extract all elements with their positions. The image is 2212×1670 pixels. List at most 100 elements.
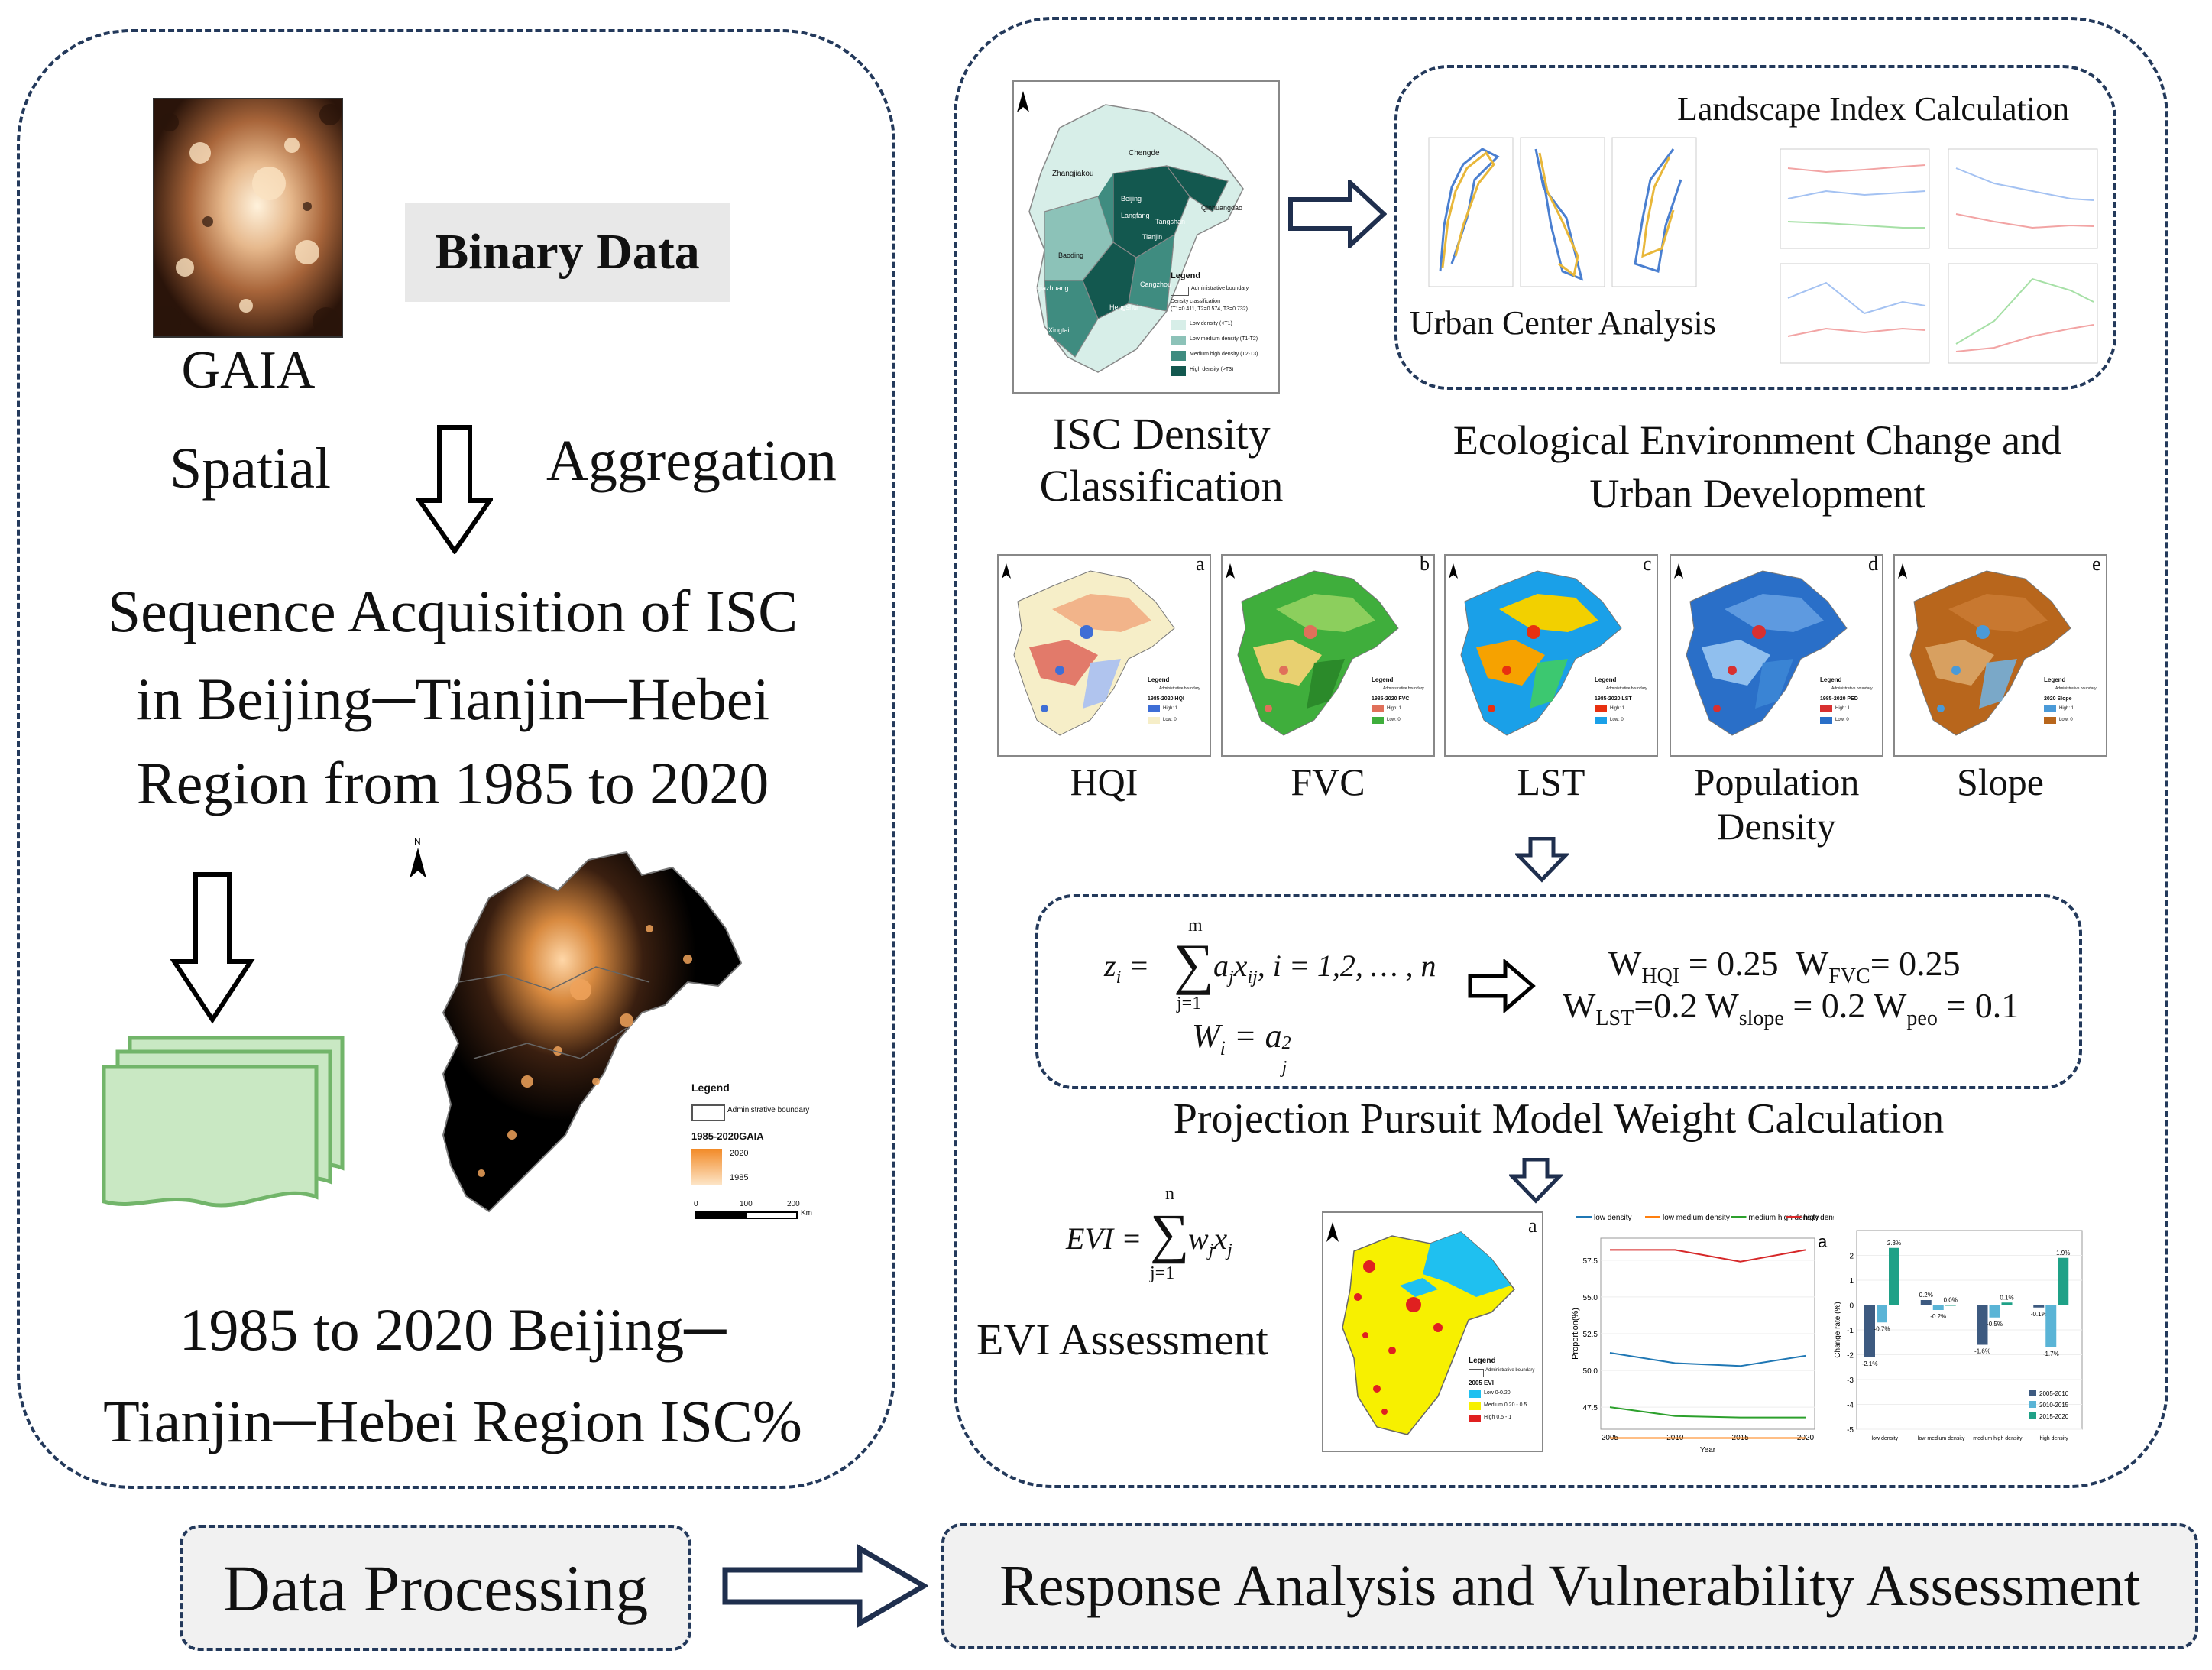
legend-boundary-label: Administrative boundary [727,1106,810,1114]
map-legend-title: Legend [691,1081,730,1094]
y-tick-label: 52.5 [1583,1331,1598,1339]
sequence-line-1: Sequence Acquisition of ISC [107,578,798,644]
city-qinhuangdao: Qinhuangdao [1201,204,1243,212]
bar-label: 0.1% [2000,1294,2013,1301]
legend-label: low density [1594,1214,1631,1222]
indicator-legend-title: Legend [1820,676,1842,683]
bar [1877,1305,1887,1323]
weights-line-1: WHQI = 0.25 WFVC= 0.25 [1608,944,1961,989]
category-label: low medium density [1918,1436,1965,1441]
y-tick-label: 57.5 [1583,1257,1598,1266]
indicator-legend-layer: 2020 Slope [2044,696,2072,702]
indicator-legend-swatch [2044,717,2056,724]
bar [1945,1305,1956,1306]
bar-label: 1.9% [2056,1250,2070,1257]
isc-region-map: N Legend Administrative boundary 1985-20… [397,829,825,1257]
indicator-legend-swatch [1372,717,1384,724]
indicator-legend-swatch [1595,717,1607,724]
isc-density-label-1: ISC Density [1052,409,1271,459]
evi-boundary-label: Administrative boundary [1485,1368,1535,1373]
data-stack-icon [102,1036,345,1208]
y-tick-label: -5 [1847,1426,1854,1435]
city-cangzhou: Cangzhou [1140,280,1172,288]
legend-swatch [2029,1401,2036,1408]
city-handan: Handan [1044,357,1069,365]
indicator-legend-swatch [1820,705,1832,712]
indicator-map-lst: c Legend Administrative boundary 1985-2020 … [1444,553,1658,757]
indicator-letter: d [1868,553,1878,575]
down-arrow-icon [416,425,493,554]
y-tick-label: -4 [1847,1402,1854,1410]
bar [1932,1305,1944,1310]
indicator-legend-layer: 1985-2020 LST [1595,696,1632,702]
evi-class-swatch [1469,1390,1481,1398]
indicator-legend-boundary: Administrative boundary [2055,686,2097,691]
bar [1889,1247,1899,1305]
bar-label: -0.5% [1987,1321,2003,1328]
evi-assessment-label: EVI Assessment [976,1315,1268,1364]
legend-label: low medium density [1663,1214,1730,1222]
indicator-legend-boundary: Administrative boundary [1159,686,1200,691]
isc-density-label-2: Classification [1039,461,1284,511]
city-chengde: Chengde [1129,149,1160,157]
right-arrow-icon [1468,959,1536,1013]
y-tick-label: 0 [1849,1302,1854,1311]
bar [2058,1257,2069,1305]
city-xingtai: Xingtai [1048,326,1070,334]
scale-unit: Km [801,1209,812,1218]
binary-data-label: Binary Data [435,224,700,280]
isc-class-label: Low medium density (T1-T2) [1190,336,1258,342]
evi-change-rate-bar-chart: 2 1 0 -1 -2 -3 -4 -5 Change rate (%) low density -… [1834,1230,2083,1441]
bar-label: -0.2% [1930,1313,1946,1320]
indicator-label: Slope [1957,760,2044,803]
y-tick-label: -2 [1847,1352,1854,1360]
indicator-legend-high: High: 1 [1835,706,1851,711]
isc-class-label: High density (>T3) [1190,367,1234,372]
y-tick-label: -3 [1847,1377,1854,1385]
indicator-letter: e [2092,553,2101,575]
y-tick-label: 1 [1849,1277,1854,1286]
evi-class-swatch [1469,1402,1481,1410]
city-shijiazhuang: Shijiazhuang [1029,284,1069,292]
isc-boundary-swatch [1171,287,1189,296]
city-tangshan: Tangshan [1155,218,1186,225]
aggregation-label: Aggregation [546,429,837,493]
indicator-legend-high: High: 1 [1387,706,1402,711]
indicator-map-fvc: b Legend Administrative boundary 1985-2020 … [1221,553,1435,757]
down-arrow-icon [1509,1158,1563,1204]
city-tianjin: Tianjin [1142,233,1163,241]
y-tick-label: -1 [1847,1327,1854,1335]
sequence-line-2: in Beijing─Tianjin─Hebei [135,666,770,732]
weights-line-2: WLST=0.2 Wslope = 0.2 Wpeo = 0.1 [1563,986,2019,1031]
indicator-legend-high: High: 1 [1610,706,1625,711]
down-arrow-icon [1515,837,1569,883]
spatial-label: Spatial [170,436,332,501]
svg-text:N: N [414,837,421,847]
indicator-legend-swatch [1148,717,1160,724]
x-tick-label: 2020 [1797,1434,1815,1442]
legend-swatch [2029,1390,2036,1396]
isc-density-map: Chengde Zhangjiakou Beijing Qinhuangdao … [1012,80,1280,394]
response-analysis-pill: Response Analysis and Vulnerability Asse… [941,1523,2198,1649]
indicator-legend-layer: 1985-2020 PED [1820,696,1858,702]
isc-class-swatch [1171,336,1186,345]
y-tick-label: 47.5 [1583,1404,1598,1412]
data-processing-pill: Data Processing [180,1525,691,1651]
indicator-legend-layer: 1985-2020 HQI [1148,696,1184,702]
indicator-legend-boundary: Administrative boundary [1606,686,1647,691]
evi-proportion-line-chart: low density low medium density medium high… [1571,1214,1834,1454]
right-arrow-icon [1288,180,1387,248]
indicator-legend-title: Legend [2044,676,2066,683]
gaia-label: GAIA [181,341,316,400]
result-line-1: 1985 to 2020 Beijing─ [179,1296,727,1363]
evi-map: a Legend Administrative boundary 2005 EV… [1322,1211,1543,1452]
legend-label: medium high density [1749,1214,1819,1222]
indicator-map-hqi: a Legend Administrative boundary 1985-2020 … [997,553,1211,757]
urban-center-plots [1428,137,1697,287]
bar [2001,1302,2013,1305]
bar-label: -0.7% [1874,1325,1890,1332]
isc-boundary-label: Administrative boundary [1191,286,1249,291]
evi-class-label: Low 0-0.20 [1484,1390,1511,1396]
indicator-map-slope: e Legend Administrative boundary 2020 Slope… [1893,553,2107,757]
sequence-line-3: Region from 1985 to 2020 [136,750,769,816]
